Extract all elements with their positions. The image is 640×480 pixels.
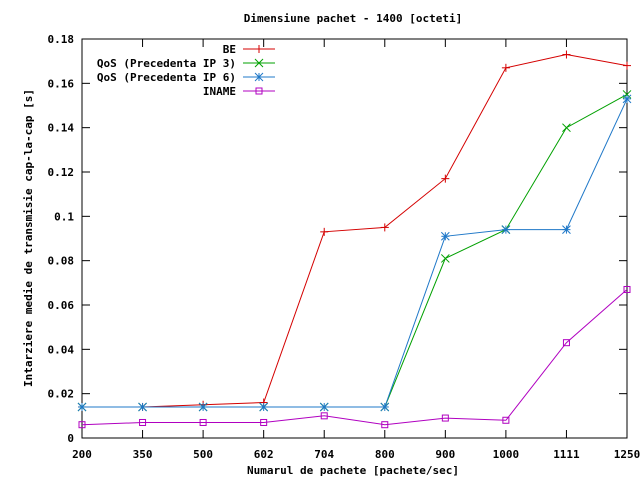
x-tick-label: 350: [133, 448, 153, 461]
x-tick-label: 1250: [614, 448, 640, 461]
legend-item: BE: [223, 43, 275, 56]
data-point: [380, 402, 390, 412]
y-tick-label: 0.04: [48, 343, 75, 356]
data-point: [78, 421, 86, 429]
legend-marker: [255, 87, 263, 95]
data-point: [198, 402, 208, 412]
data-point: [259, 402, 269, 412]
legend-marker: [254, 72, 264, 82]
series-4: [78, 285, 631, 429]
data-point: [320, 412, 328, 420]
data-point: [622, 94, 632, 104]
data-point: [319, 402, 329, 412]
series-line: [82, 98, 628, 408]
data-point: [562, 123, 571, 133]
data-point: [199, 418, 207, 426]
plot-frame: [81, 38, 628, 439]
x-tick-label: 500: [193, 448, 213, 461]
data-point: [501, 225, 511, 234]
x-tick-label: 1111: [553, 448, 580, 461]
legend-label: QoS (Precedenta IP 3): [97, 57, 236, 70]
series-line: [82, 53, 628, 408]
series-line: [82, 93, 628, 408]
data-point: [320, 227, 329, 236]
series-2: [77, 90, 632, 412]
legend-item: QoS (Precedenta IP 6): [97, 71, 275, 84]
data-point: [440, 231, 450, 241]
data-point: [562, 225, 571, 234]
legend-label: INAME: [203, 85, 236, 98]
axes: 0 0.02 0.04 0.06 0.08 0.1 0.12 0.14 0.16 0.18 200 3…: [48, 33, 640, 461]
y-tick-label: 0.1: [54, 210, 74, 223]
y-tick-label: 0.12: [48, 166, 75, 179]
x-tick-label: 900: [435, 448, 455, 461]
y-tick-label: 0.18: [48, 33, 75, 46]
y-axis-label: Intarziere medie de transmisie cap-la-ca…: [22, 89, 35, 387]
y-tick-label: 0.14: [48, 122, 75, 135]
data-point: [562, 50, 571, 59]
x-axis-label: Numarul de pachete [pachete/sec]: [247, 464, 459, 477]
data-point: [441, 174, 450, 183]
y-tick-label: 0.16: [48, 77, 75, 90]
data-point: [502, 416, 510, 424]
legend-marker: [254, 58, 264, 68]
series-layer: [77, 50, 632, 429]
data-point: [622, 90, 632, 99]
chart-title: Dimensiune pachet - 1400 [octeti]: [244, 12, 463, 25]
series-1: [78, 50, 631, 411]
x-tick-label: 200: [72, 448, 92, 461]
data-point: [380, 223, 389, 232]
data-point: [77, 402, 87, 412]
legend-label: BE: [223, 43, 236, 56]
data-point: [138, 402, 147, 412]
legend-label: QoS (Precedenta IP 6): [97, 71, 236, 84]
data-point: [562, 339, 570, 347]
y-tick-label: 0.02: [48, 388, 75, 401]
series-3: [77, 94, 632, 412]
data-point: [440, 254, 450, 263]
x-tick-label: 704: [314, 448, 334, 461]
legend-item: INAME: [203, 85, 275, 98]
x-tick-label: 1000: [493, 448, 520, 461]
data-point: [260, 418, 268, 426]
series-line: [81, 289, 628, 426]
data-point: [623, 61, 631, 70]
y-tick-label: 0.06: [48, 299, 75, 312]
y-tick-label: 0.08: [48, 255, 75, 268]
data-point: [501, 63, 510, 72]
data-point: [139, 418, 147, 426]
x-tick-label: 800: [375, 448, 395, 461]
data-point: [441, 414, 449, 422]
data-point: [381, 421, 389, 429]
x-tick-label: 602: [254, 448, 274, 461]
legend-marker: [255, 45, 263, 53]
legend-item: QoS (Precedenta IP 3): [97, 57, 275, 70]
data-point: [623, 285, 631, 293]
y-tick-label: 0: [67, 432, 74, 445]
